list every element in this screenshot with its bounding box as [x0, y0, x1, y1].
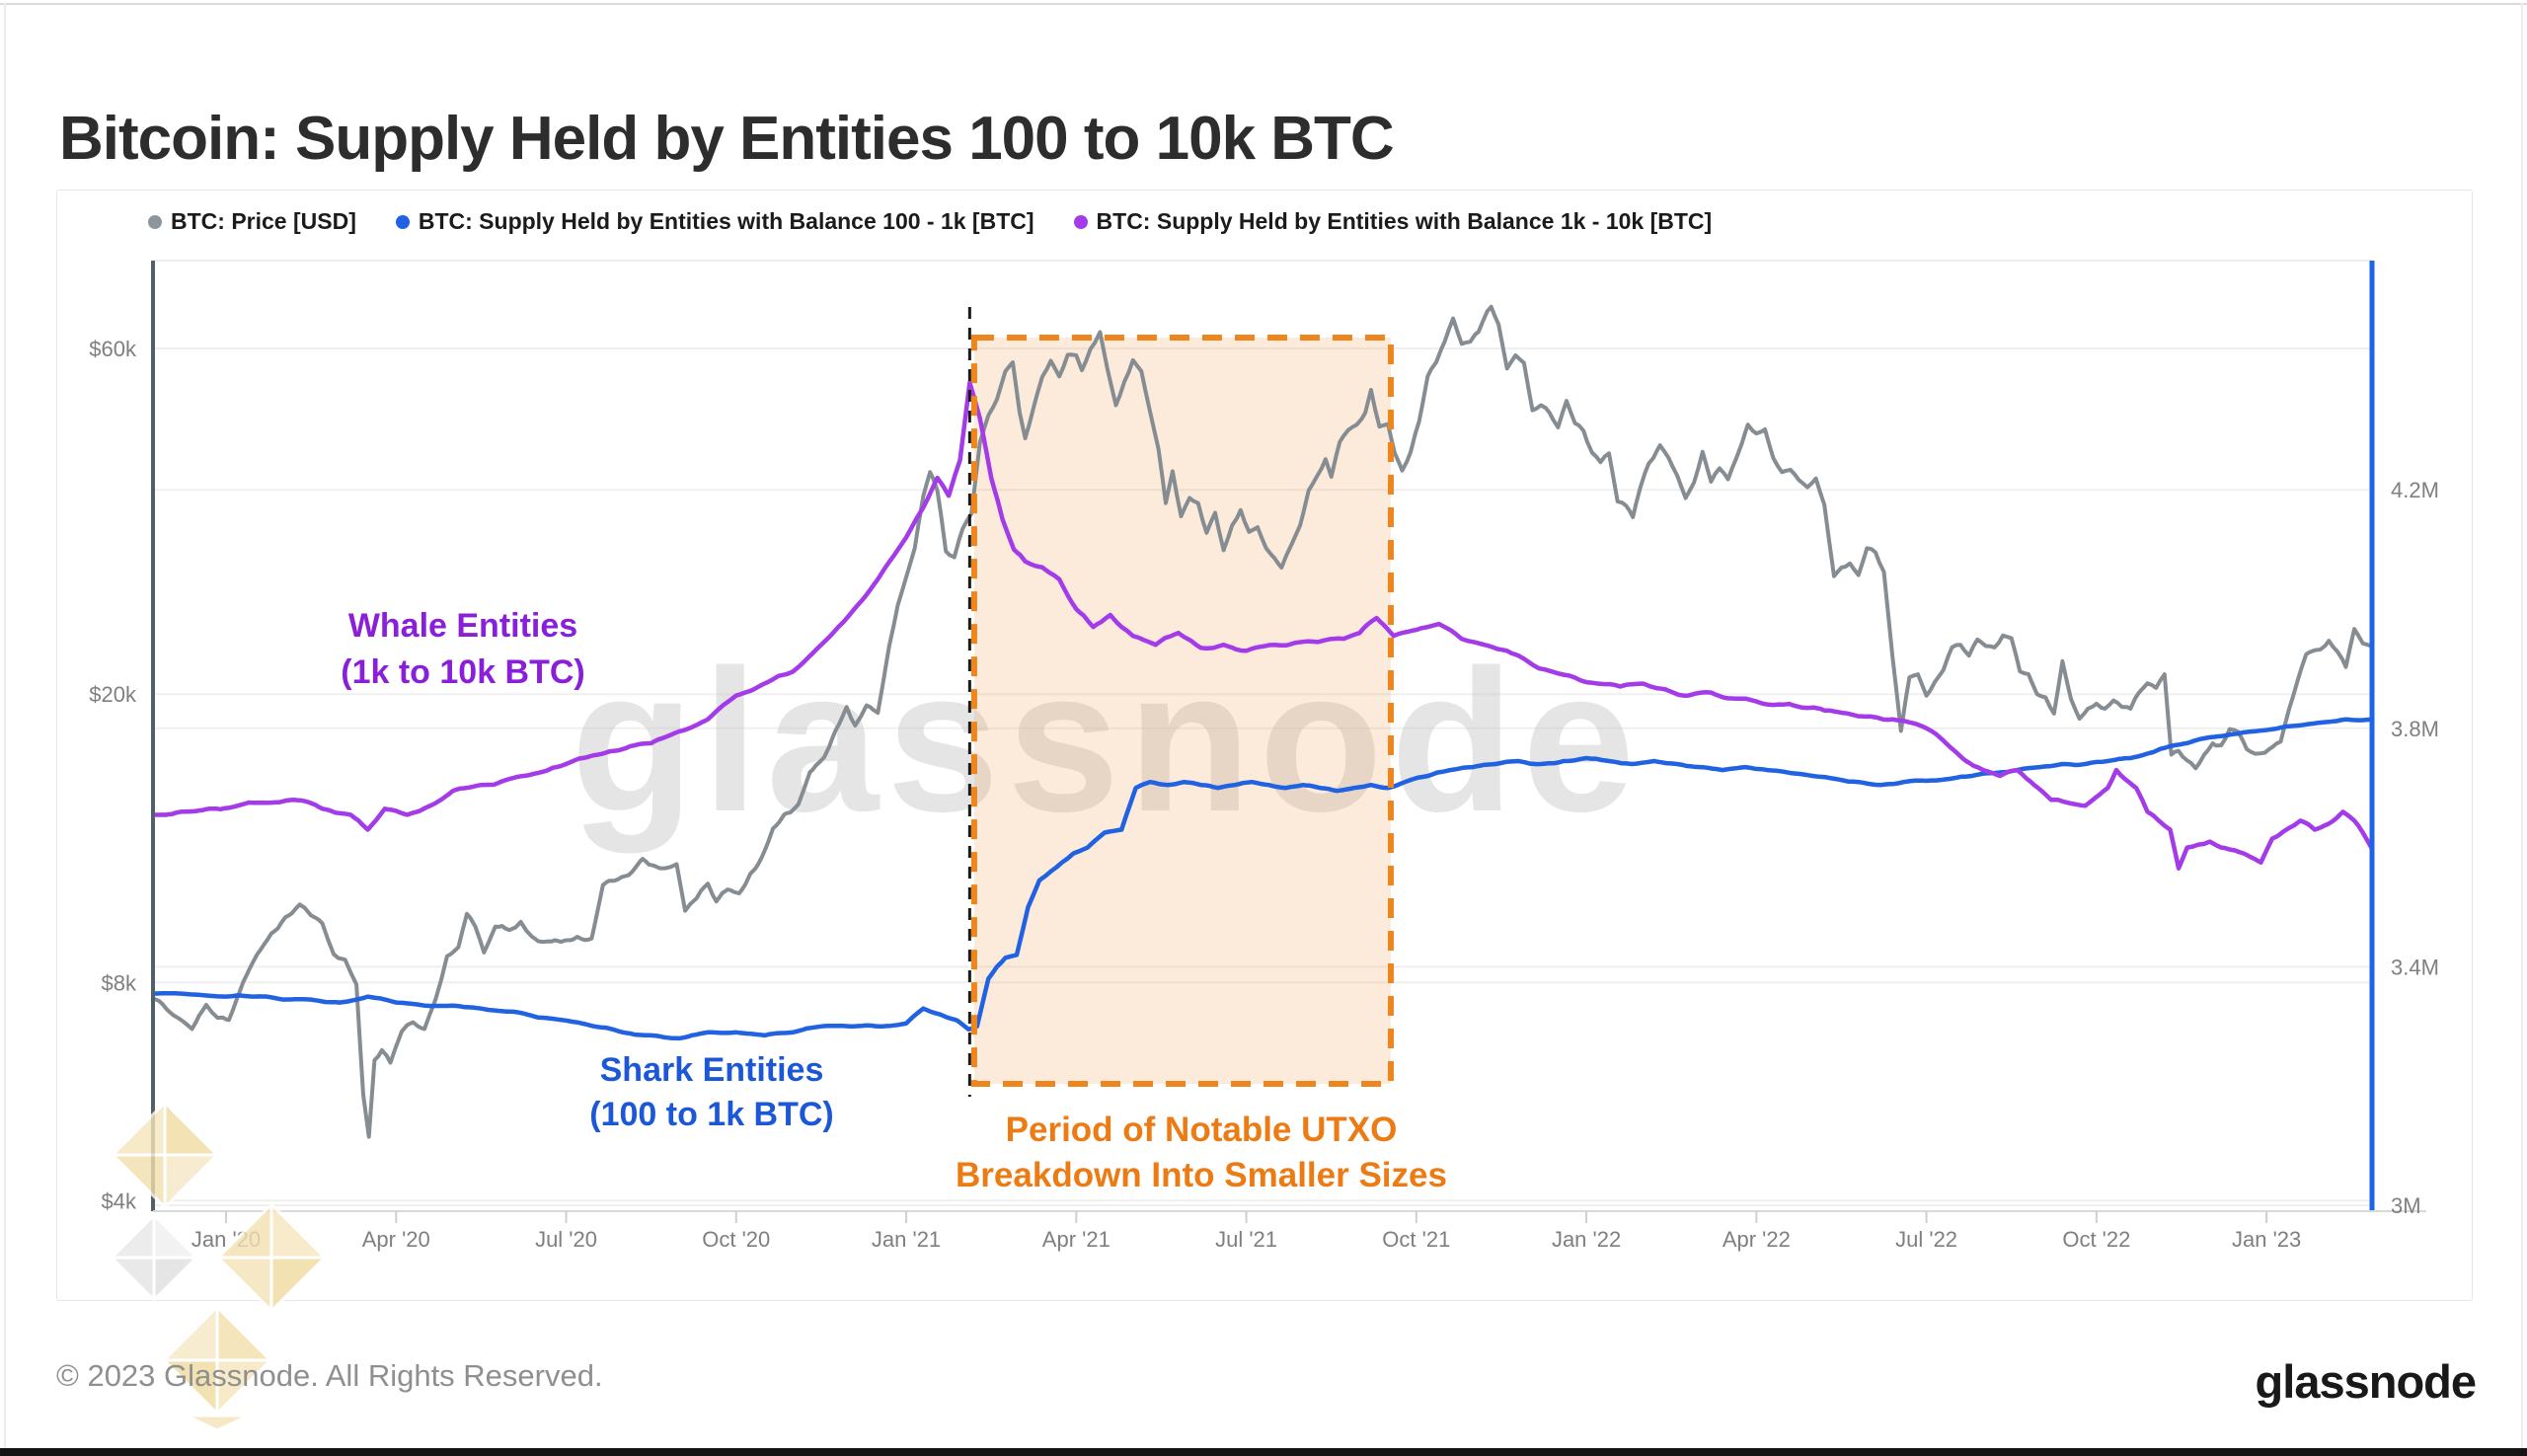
legend-label: BTC: Supply Held by Entities with Balanc… [418, 208, 1034, 234]
x-axis-tick-label: Jan '21 [872, 1227, 941, 1252]
window-top-edge [0, 3, 2527, 5]
chart-card: glassnode $60k $20k $8k $4k 4.2M 3.8M 3.4M 3M Ja… [56, 190, 2473, 1301]
utxo-highlight-region [973, 338, 1391, 1084]
x-axis-tick-label: Apr '20 [362, 1227, 430, 1252]
utxo-annotation: Period of Notable UTXO Breakdown Into Sm… [866, 1108, 1537, 1198]
whale-annotation: Whale Entities (1k to 10k BTC) [251, 603, 675, 696]
plot-area[interactable] [153, 261, 2372, 1211]
legend-item-1[interactable]: BTC: Supply Held by Entities with Balanc… [395, 208, 1034, 235]
right-axis-tick-label: 4.2M [2391, 478, 2439, 502]
legend-item-0[interactable]: BTC: Price [USD] [148, 208, 356, 235]
x-axis-tick-label: Jan '22 [1552, 1227, 1621, 1252]
shark-annotation-line1: Shark Entities [599, 1051, 824, 1089]
x-axis-tick-label: Apr '22 [1723, 1227, 1791, 1252]
series-lines [153, 304, 2372, 1139]
legend-item-2[interactable]: BTC: Supply Held by Entities with Balanc… [1073, 208, 1713, 235]
left-axis-tick-label: $4k [102, 1188, 137, 1213]
window-left-edge [4, 3, 6, 1450]
shark-supply-line [153, 717, 2372, 1041]
gridlines [153, 260, 2372, 1206]
chart-canvas[interactable]: glassnode $60k $20k $8k $4k 4.2M 3.8M 3.4M 3M Ja… [57, 191, 2474, 1302]
whale-annotation-line1: Whale Entities [347, 607, 578, 645]
x-axis-tick-label: Oct '20 [702, 1227, 770, 1252]
left-axis-tick-label: $8k [102, 970, 137, 995]
x-axis-tick-label: Oct '21 [1382, 1227, 1450, 1252]
price-line [153, 304, 2372, 1139]
utxo-highlight-border [970, 335, 1394, 1087]
right-axis-tick-label: 3.8M [2391, 717, 2439, 741]
glassnode-logo-watermark [108, 1099, 329, 1432]
shark-annotation: Shark Entities (100 to 1k BTC) [499, 1048, 924, 1137]
axis-tick-marks [225, 1211, 2268, 1223]
x-axis-tick-label: Jul '20 [535, 1227, 597, 1252]
chart-legend: BTC: Price [USD] BTC: Supply Held by Enti… [148, 208, 1712, 235]
utxo-annotation-line2: Breakdown Into Smaller Sizes [956, 1156, 1447, 1194]
page-title: Bitcoin: Supply Held by Entities 100 to … [59, 104, 1395, 173]
footer-copyright: © 2023 Glassnode. All Rights Reserved. [56, 1358, 603, 1393]
x-axis-tick-label: Apr '21 [1042, 1227, 1110, 1252]
right-axis-tick-label: 3.4M [2391, 955, 2439, 979]
watermark-text: glassnode [571, 628, 1643, 854]
whale-supply-line [153, 380, 2372, 871]
x-axis-tick-label: Jul '21 [1215, 1227, 1277, 1252]
x-axis-tick-label: Jan '23 [2232, 1227, 2301, 1252]
legend-label: BTC: Price [USD] [171, 208, 356, 234]
legend-dot-icon [1073, 214, 1088, 229]
glassnode-wordmark: glassnode [2255, 1355, 2477, 1408]
x-axis-tick-label: Jul '22 [1895, 1227, 1957, 1252]
utxo-annotation-line1: Period of Notable UTXO [1005, 1111, 1398, 1149]
left-axis-tick-label: $60k [89, 337, 137, 361]
legend-dot-icon [148, 214, 162, 229]
x-axis-tick-label: Oct '22 [2062, 1227, 2130, 1252]
legend-dot-icon [395, 214, 410, 229]
shark-annotation-line2: (100 to 1k BTC) [589, 1096, 834, 1133]
window-right-edge [2521, 3, 2523, 1450]
right-axis-tick-label: 3M [2391, 1193, 2421, 1218]
legend-label: BTC: Supply Held by Entities with Balanc… [1096, 208, 1713, 234]
bottom-bar [0, 1448, 2527, 1456]
whale-annotation-line2: (1k to 10k BTC) [341, 653, 585, 691]
left-axis-tick-label: $20k [89, 682, 137, 707]
